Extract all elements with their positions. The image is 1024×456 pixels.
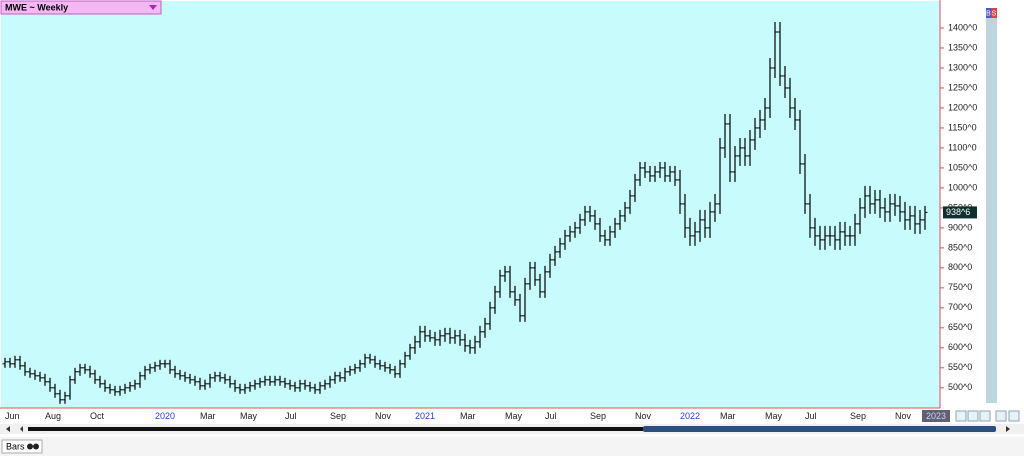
last-price-box [943,206,977,219]
sell-label: S [992,10,997,17]
y-tick-label: 1250^0 [948,82,977,92]
study-tab[interactable] [1,439,43,454]
y-tick-label: 1000^0 [948,182,977,192]
x-tick-label: May [765,411,783,421]
y-tick-label: 1350^0 [948,42,977,52]
x-tick-label: Mar [200,411,216,421]
study-label: Bars [6,441,25,451]
x-tick-label: Sep [590,411,606,421]
y-tick-label: 800^0 [948,262,972,272]
y-tick-label: 850^0 [948,242,972,252]
toolbar-buttons [955,410,1020,422]
study-bar [0,437,1024,456]
x-tick-label: Mar [720,411,736,421]
scroll-left[interactable] [6,426,10,432]
chart-title: MWE ~ Weekly [5,2,68,12]
tool-button[interactable] [1008,410,1020,422]
scroll-thumb[interactable] [643,426,996,432]
x-tick-label: Sep [330,411,346,421]
x-tick-label: Nov [895,411,912,421]
y-tick-label: 1100^0 [948,142,977,152]
y-tick-label: 1300^0 [948,62,977,72]
x-end-label: 2023 [926,411,946,421]
x-tick-label: 2021 [415,411,435,421]
study-icon [33,443,39,450]
buy-label: B [986,10,991,17]
x-tick-label: Nov [635,411,652,421]
scroll-range [28,427,643,431]
study-icon [27,443,33,450]
x-tick-label: May [505,411,523,421]
end-date-box [922,410,950,422]
x-tick-label: Jul [285,411,297,421]
y-tick-label: 600^0 [948,342,972,352]
sell-button[interactable] [991,8,997,18]
x-tick-label: Aug [45,411,61,421]
tool-button[interactable] [967,410,979,422]
tool-button[interactable] [979,410,991,422]
y-tick-label: 900^0 [948,222,972,232]
y-tick-label: 1200^0 [948,102,977,112]
y-tick-label: 700^0 [948,302,972,312]
symbol-box[interactable] [0,0,162,15]
scroll-step-left[interactable] [20,426,23,432]
side-strip [986,8,997,403]
x-tick-label: Jul [805,411,817,421]
y-tick-label: 1400^0 [948,22,977,32]
y-tick-label: 500^0 [948,382,972,392]
x-tick-label: 2022 [680,411,700,421]
last-price-label: 938^6 [946,207,970,217]
y-tick-label: 650^0 [948,322,972,332]
scroll-right[interactable] [1006,426,1010,432]
y-tick-label: 750^0 [948,282,972,292]
x-tick-label: Mar [460,411,476,421]
y-tick-label: 1050^0 [948,162,977,172]
y-tick-label: 550^0 [948,362,972,372]
x-tick-label: Oct [90,411,105,421]
y-tick-label: 1150^0 [948,122,977,132]
buy-button[interactable] [986,8,991,18]
x-tick-label: Nov [375,411,392,421]
tool-button[interactable] [955,410,967,422]
x-tick-label: Jun [5,411,20,421]
x-tick-label: Jul [545,411,557,421]
dropdown-arrow [149,5,157,10]
x-tick-label: 2020 [155,411,175,421]
x-tick-label: May [240,411,258,421]
x-tick-label: Sep [850,411,866,421]
tool-button[interactable] [995,410,1007,422]
